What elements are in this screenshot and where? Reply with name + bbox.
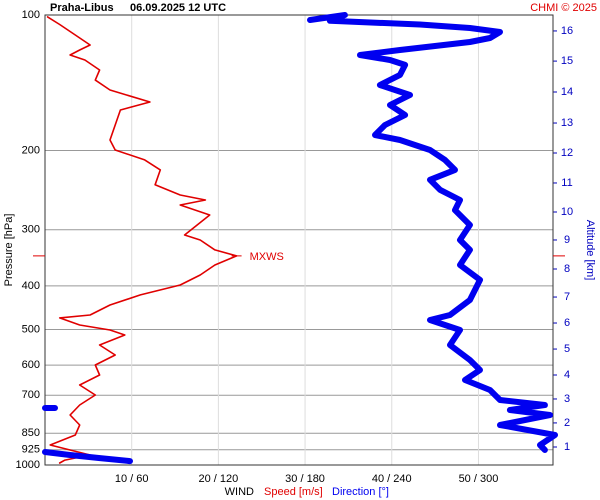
x-tick-label: 40 / 240 bbox=[372, 473, 412, 485]
y2-tick-label: 10 bbox=[561, 206, 573, 218]
y-tick-label: 700 bbox=[22, 389, 40, 401]
y-tick-label: 1000 bbox=[16, 459, 40, 471]
y2-tick-label: 11 bbox=[561, 177, 572, 189]
legend-direction: Direction [°] bbox=[332, 486, 389, 498]
x-tick-label: 10 / 60 bbox=[115, 473, 149, 485]
y2-tick-label: 8 bbox=[564, 263, 570, 275]
x-axis-label: WIND bbox=[225, 486, 254, 498]
legend-speed: Speed [m/s] bbox=[264, 486, 323, 498]
plot-frame bbox=[44, 14, 554, 466]
y2-tick-label: 4 bbox=[564, 369, 570, 381]
y2-tick-label: 12 bbox=[561, 147, 573, 159]
y-axis-label: Pressure [hPa] bbox=[3, 214, 15, 287]
direction-line bbox=[42, 12, 558, 465]
y-tick-label: 500 bbox=[22, 323, 40, 335]
y2-tick-label: 6 bbox=[564, 317, 570, 329]
y2-axis-label: Altitude [km] bbox=[584, 220, 596, 281]
y-tick-label: 850 bbox=[22, 427, 40, 439]
y-tick-label: 400 bbox=[22, 280, 40, 292]
time: 06.09.2025 12 UTC bbox=[130, 2, 226, 14]
x-tick-label: 20 / 120 bbox=[198, 473, 238, 485]
y2-tick-label: 16 bbox=[561, 25, 573, 37]
station: Praha-Libus bbox=[50, 2, 114, 14]
y-tick-label: 925 bbox=[22, 444, 40, 456]
y2-tick-label: 5 bbox=[564, 343, 570, 355]
x-tick-label: 50 / 300 bbox=[459, 473, 499, 485]
y2-tick-label: 2 bbox=[564, 417, 570, 429]
y-tick-label: 300 bbox=[22, 224, 40, 236]
y2-tick-label: 14 bbox=[561, 86, 573, 98]
x-tick-label: 30 / 180 bbox=[285, 473, 325, 485]
y2-tick-label: 1 bbox=[564, 441, 570, 453]
credit: CHMI © 2025 bbox=[530, 2, 597, 14]
y2-tick-label: 15 bbox=[561, 55, 573, 67]
y-tick-label: 600 bbox=[22, 359, 40, 371]
y2-tick-label: 13 bbox=[561, 117, 573, 129]
y2-tick-label: 3 bbox=[564, 393, 570, 405]
mxws-label: MXWS bbox=[250, 251, 284, 263]
y2-tick-label: 9 bbox=[564, 234, 570, 246]
y2-tick-label: 7 bbox=[564, 291, 570, 303]
y-tick-label: 200 bbox=[22, 144, 40, 156]
y-tick-label: 100 bbox=[22, 9, 40, 21]
